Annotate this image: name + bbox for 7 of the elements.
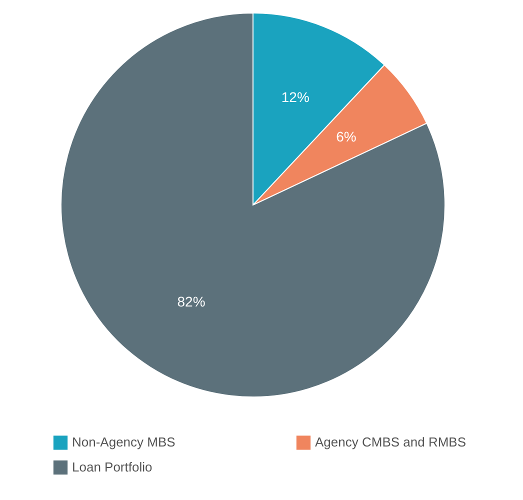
legend-label: Loan Portfolio: [72, 460, 152, 474]
data-label: 6%: [336, 128, 356, 144]
legend-label: Agency CMBS and RMBS: [315, 434, 466, 450]
legend-label: Non-Agency MBS: [72, 434, 176, 450]
pie-slice: [60, 12, 446, 398]
data-label: 12%: [281, 88, 310, 105]
data-label: 82%: [177, 293, 206, 310]
